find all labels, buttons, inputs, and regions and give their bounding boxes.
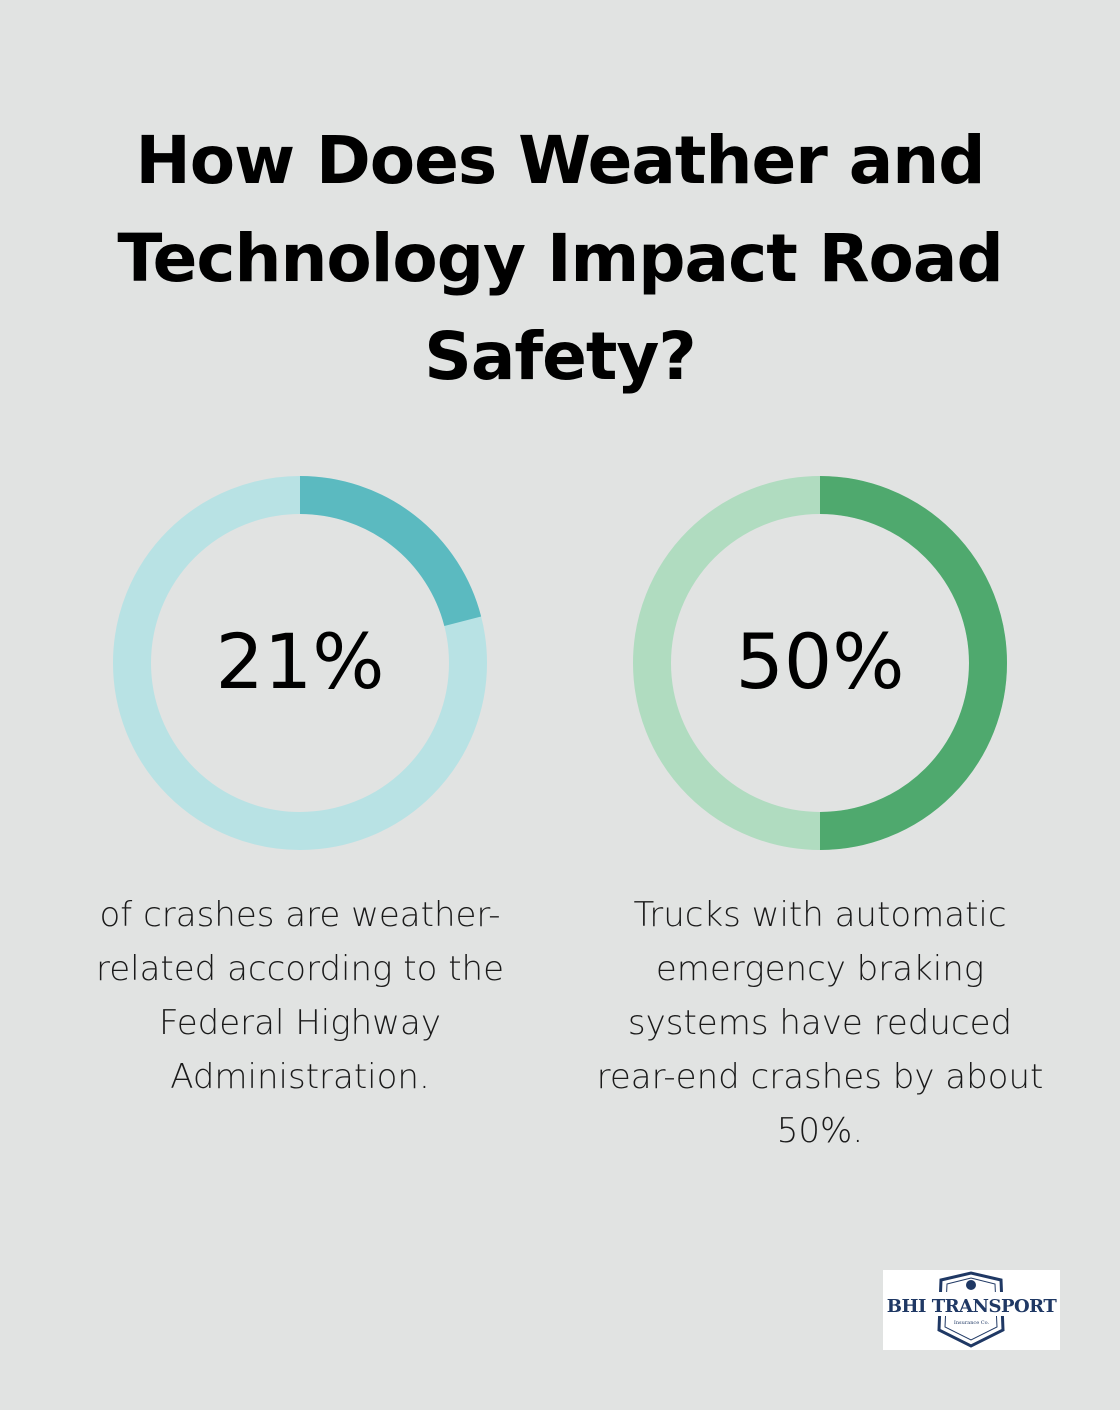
brand-logo: BHI TRANSPORT Insurance Co. (883, 1270, 1060, 1350)
shield-logo-icon (887, 1271, 1056, 1348)
page-title: How Does Weather and Technology Impact R… (117, 122, 1003, 395)
donut-chart-braking (633, 476, 1007, 850)
donut-value-arc (299, 476, 482, 627)
logo-name: BHI TRANSPORT (886, 1296, 1057, 1317)
donut-chart-weather (113, 476, 487, 850)
donut-value-label: 21% (216, 617, 385, 706)
donut-value-arc (819, 476, 1007, 850)
donut-value-label: 50% (736, 617, 905, 706)
stat-description: of crashes are weather-related according… (96, 895, 504, 1097)
stat-description: Trucks with automatic emergency braking … (596, 895, 1044, 1151)
logo-tagline: Insurance Co. (953, 1320, 990, 1326)
